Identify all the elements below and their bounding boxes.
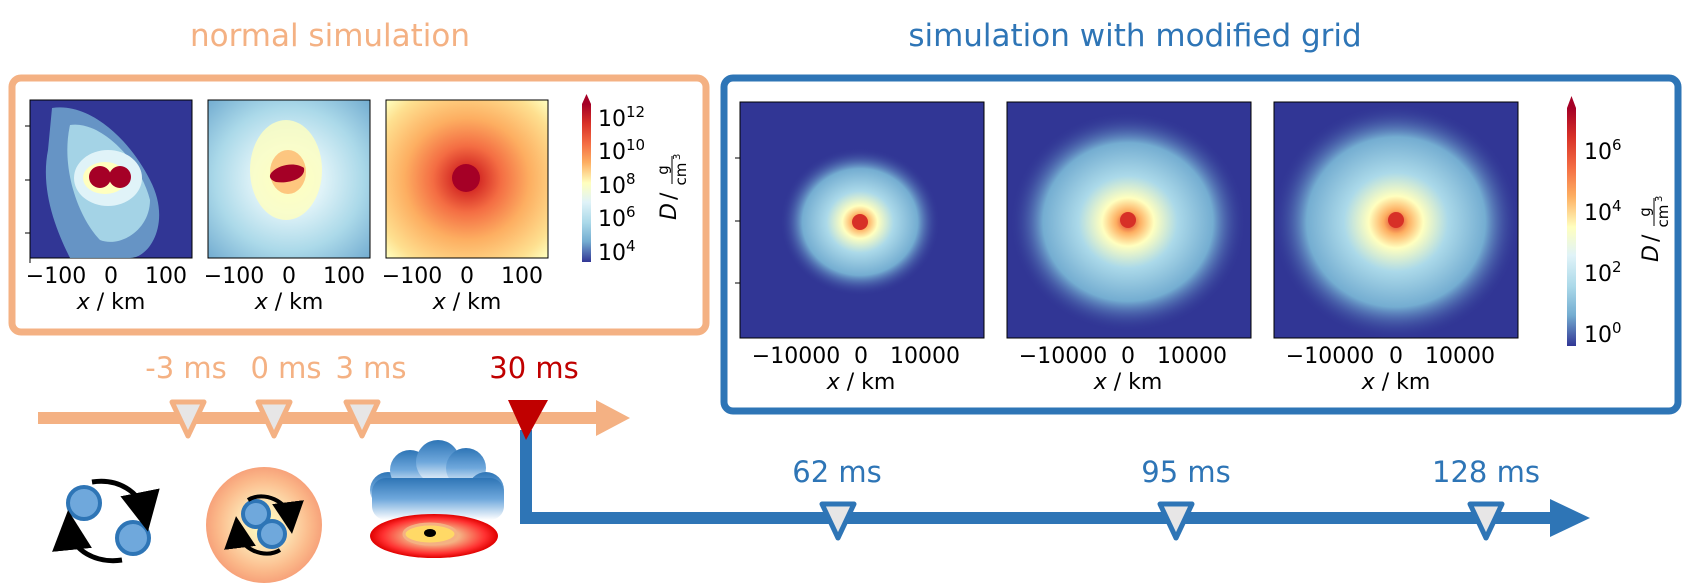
svg-text:3: 3 <box>1654 196 1665 202</box>
mp2-tick-2: 0 <box>1121 344 1135 369</box>
mp3-tick-2: 0 <box>1389 344 1403 369</box>
mp1-tick-2: 0 <box>854 344 868 369</box>
np1-xlabel: x / km <box>76 290 146 315</box>
merger-icon <box>206 467 322 583</box>
svg-text:g: g <box>1636 207 1654 217</box>
svg-text:/: / <box>1639 234 1664 242</box>
svg-text:D: D <box>1639 245 1664 262</box>
ncb-tick-3: 108 <box>598 170 636 199</box>
normal-title: normal simulation <box>190 18 470 54</box>
np2-tick-1: −100 <box>204 264 264 289</box>
normal-panel-3 <box>385 99 549 259</box>
mp3-tick-1: −10000 <box>1286 344 1374 369</box>
normal-axes: −100 0 100 x / km −100 0 100 x / km −100… <box>25 125 543 315</box>
mp3-xlabel: x / km <box>1361 370 1431 395</box>
svg-text:cm: cm <box>1654 205 1672 228</box>
mcb-tick-4: 100 <box>1584 319 1622 348</box>
mp1-tick-3: 10000 <box>890 344 960 369</box>
np2-tick-3: 100 <box>323 264 365 289</box>
svg-text:/: / <box>657 192 682 200</box>
tl-highlight-label: 30 ms <box>489 351 578 385</box>
mp1-tick-1: −10000 <box>752 344 840 369</box>
ncb-tick-1: 1012 <box>598 103 645 132</box>
star-right <box>109 166 131 188</box>
ncb-label: D / g cm 3 <box>654 154 690 220</box>
np1-tick-1: −100 <box>26 264 86 289</box>
mp1-xlabel: x / km <box>826 370 896 395</box>
timeline-normal: -3 ms 0 ms 3 ms <box>38 351 630 439</box>
tl-highlight: 30 ms <box>489 351 579 440</box>
mp2-xlabel: x / km <box>1093 370 1163 395</box>
ncb-tick-4: 106 <box>598 203 636 232</box>
tl-normal-label-2: 0 ms <box>250 351 321 385</box>
np2-xlabel: x / km <box>254 290 324 315</box>
mp2-tick-3: 10000 <box>1157 344 1227 369</box>
mp3-tick-3: 10000 <box>1425 344 1495 369</box>
tl-normal-marker-2 <box>255 399 293 439</box>
tl-mod-label-2: 95 ms <box>1141 455 1230 489</box>
svg-text:3: 3 <box>672 154 683 160</box>
tl-mod-label-3: 128 ms <box>1432 455 1540 489</box>
tl-normal-label-3: 3 ms <box>335 351 406 385</box>
np3-tick-3: 100 <box>501 264 543 289</box>
modified-colorbar: 106 104 102 100 D / g cm 3 <box>1567 96 1672 348</box>
ncb-tick-5: 104 <box>598 237 636 266</box>
tl-mod-label-1: 62 ms <box>792 455 881 489</box>
modified-title: simulation with modified grid <box>908 18 1361 54</box>
normal-colorbar: 1012 1010 108 106 104 D / g cm 3 <box>582 94 690 266</box>
tl-mod-marker-1 <box>819 501 857 541</box>
tl-normal-label-1: -3 ms <box>145 351 227 385</box>
tl-mod-marker-3 <box>1467 501 1505 541</box>
modified-panel-3 <box>1272 101 1520 340</box>
np3-tick-1: −100 <box>382 264 442 289</box>
svg-text:g: g <box>654 165 672 175</box>
np3-tick-2: 0 <box>460 264 474 289</box>
ncb-tick-2: 1010 <box>598 136 645 165</box>
normal-panel-1 <box>29 99 193 259</box>
timeline-modified: 62 ms 95 ms 128 ms <box>520 430 1590 541</box>
mcb-label: D / g cm 3 <box>1636 196 1672 262</box>
normal-frame <box>8 74 710 336</box>
modified-panel-1 <box>739 101 985 339</box>
svg-text:cm: cm <box>672 163 690 186</box>
mcb-tick-2: 104 <box>1584 197 1622 226</box>
modified-frame <box>720 74 1682 415</box>
np2-tick-2: 0 <box>282 264 296 289</box>
modified-axes: −10000 0 10000 x / km −10000 0 10000 x /… <box>735 157 1495 395</box>
mcb-tick-1: 106 <box>1584 136 1622 165</box>
modified-panel-2 <box>1006 101 1252 339</box>
normal-panel-2 <box>207 99 371 259</box>
remnant-disk-icon <box>370 440 504 558</box>
star-left <box>89 166 111 188</box>
mcb-tick-3: 102 <box>1584 258 1622 287</box>
np1-tick-2: 0 <box>104 264 118 289</box>
tl-normal-marker-3 <box>343 399 381 439</box>
tl-normal-marker-1 <box>169 399 207 439</box>
binary-inspiral-icon <box>52 478 160 564</box>
tl-highlight-marker <box>508 400 548 440</box>
mp2-tick-1: −10000 <box>1019 344 1107 369</box>
svg-text:D: D <box>657 203 682 220</box>
np1-tick-3: 100 <box>145 264 187 289</box>
np3-xlabel: x / km <box>432 290 502 315</box>
tl-mod-marker-2 <box>1157 501 1195 541</box>
